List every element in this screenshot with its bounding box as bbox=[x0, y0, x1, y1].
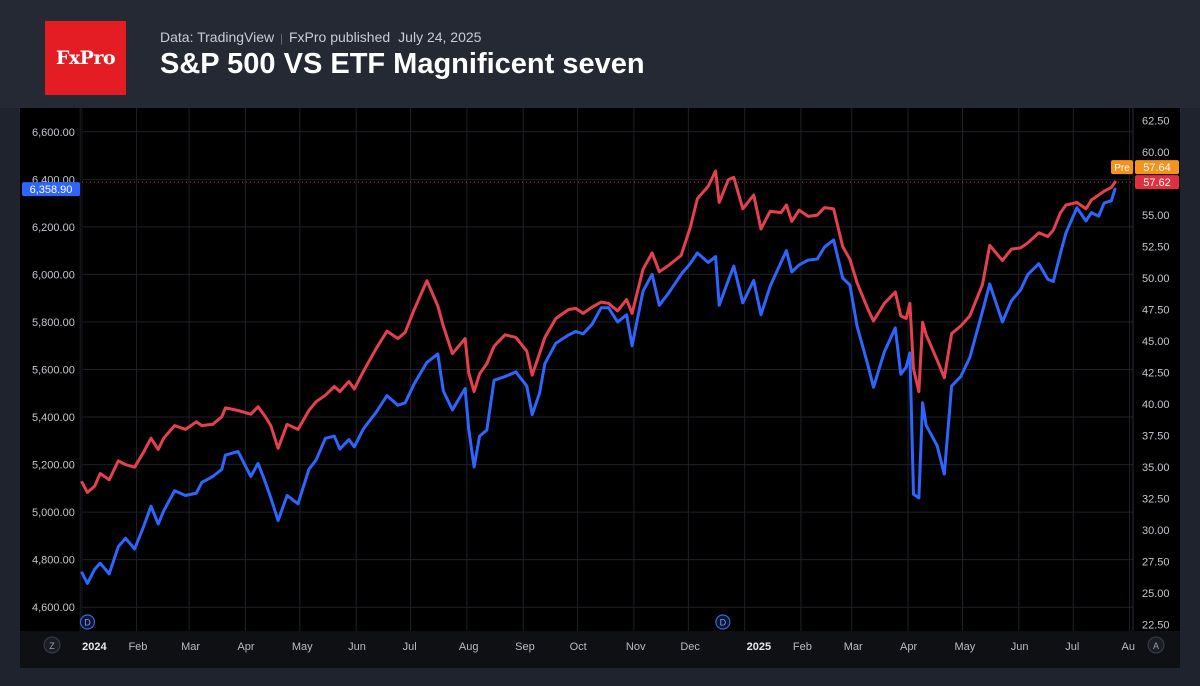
left-tick-label: 5,000.00 bbox=[32, 507, 75, 519]
sp500-last-badge bbox=[22, 182, 80, 197]
fxpro-logo: FxPro bbox=[45, 21, 126, 95]
x-tick-label: Feb bbox=[128, 641, 147, 653]
right-tick-label: 47.50 bbox=[1142, 305, 1170, 317]
left-tick-label: 6,600.00 bbox=[32, 127, 75, 139]
left-tick-label: 4,800.00 bbox=[32, 555, 75, 567]
right-tick-label: 52.50 bbox=[1142, 242, 1170, 254]
data-source: Data: TradingView bbox=[160, 29, 275, 45]
right-tick-label: 42.50 bbox=[1142, 368, 1170, 380]
right-axis: 22.50 25.00 27.50 30.00 32.50 35.00 37.50 40.00… bbox=[1142, 116, 1170, 632]
zoom-button[interactable] bbox=[43, 636, 61, 654]
dividend-marker bbox=[715, 614, 731, 630]
x-tick-label: Jul bbox=[1065, 641, 1079, 653]
publish-date: July 24, 2025 bbox=[398, 29, 482, 45]
left-tick-label: 5,200.00 bbox=[32, 460, 75, 472]
x-tick-label: 2025 bbox=[747, 641, 771, 653]
x-tick-label: Au bbox=[1122, 641, 1135, 653]
right-tick-label: 55.00 bbox=[1142, 210, 1170, 222]
chart-title: S&P 500 VS ETF Magnificent seven bbox=[160, 48, 645, 80]
x-tick-label: 2024 bbox=[82, 641, 107, 653]
auto-scale-button-label: A bbox=[1153, 641, 1159, 651]
x-tick-label: Feb bbox=[793, 641, 812, 653]
price-badges: 6,358.90 Pre 57.64 57.62 bbox=[22, 160, 1179, 197]
right-tick-label: 50.00 bbox=[1142, 273, 1170, 285]
x-tick-label: Sep bbox=[515, 641, 535, 653]
right-tick-label: 25.00 bbox=[1142, 588, 1170, 600]
chart[interactable]: 4,600.00 4,800.00 5,000.00 5,200.00 5,400.00… bbox=[0, 108, 1200, 686]
auto-scale-button[interactable] bbox=[1147, 636, 1165, 654]
pre-market-price-label: 57.64 bbox=[1143, 162, 1171, 174]
right-tick-label: 30.00 bbox=[1142, 525, 1170, 537]
right-tick-label: 22.50 bbox=[1142, 620, 1170, 632]
right-tick-label: 32.50 bbox=[1142, 494, 1170, 506]
left-tick-label: 5,800.00 bbox=[32, 317, 75, 329]
left-tick-label: 5,400.00 bbox=[32, 412, 75, 424]
left-tick-label: 6,000.00 bbox=[32, 269, 75, 281]
pre-market-tag bbox=[1111, 160, 1133, 175]
dividend-marker-label: D bbox=[84, 618, 91, 628]
x-tick-label: Aug bbox=[459, 641, 479, 653]
separator: | bbox=[280, 33, 283, 45]
left-tick-label: 5,600.00 bbox=[32, 365, 75, 377]
right-tick-label: 62.50 bbox=[1142, 116, 1170, 128]
right-tick-label: 40.00 bbox=[1142, 399, 1170, 411]
x-tick-label: Jul bbox=[403, 641, 417, 653]
x-tick-label: Apr bbox=[900, 641, 917, 653]
x-tick-label: May bbox=[292, 641, 313, 653]
pre-market-price-badge bbox=[1135, 160, 1179, 175]
chart-frame bbox=[20, 108, 1180, 668]
left-tick-label: 6,200.00 bbox=[32, 222, 75, 234]
x-tick-label: Apr bbox=[237, 641, 254, 653]
left-tick-label: 4,600.00 bbox=[32, 602, 75, 614]
right-tick-label: 27.50 bbox=[1142, 557, 1170, 569]
header: FxPro Data: TradingView | FxPro published J… bbox=[0, 0, 1200, 108]
x-tick-label: Mar bbox=[844, 641, 863, 653]
right-tick-label: 35.00 bbox=[1142, 462, 1170, 474]
mag7-last-badge bbox=[1135, 175, 1179, 190]
dividend-marker-label: D bbox=[720, 618, 727, 628]
sp500-line bbox=[80, 187, 1117, 585]
x-tick-label: Dec bbox=[680, 641, 700, 653]
publisher: FxPro published bbox=[289, 29, 391, 45]
series-lines bbox=[80, 169, 1133, 585]
x-tick-label: Jun bbox=[1011, 641, 1029, 653]
x-tick-label: Jun bbox=[348, 641, 366, 653]
time-axis-band bbox=[20, 631, 1180, 668]
mag7-last-label: 57.62 bbox=[1143, 177, 1171, 189]
mag7-line bbox=[80, 169, 1117, 494]
time-axis[interactable]: 2024 Feb Mar Apr May Jun Jul Aug Sep Oct Nov Dec 202… bbox=[20, 631, 1180, 668]
grid bbox=[79, 108, 1134, 668]
x-tick-label: Mar bbox=[181, 641, 200, 653]
right-tick-label: 37.50 bbox=[1142, 431, 1170, 443]
right-tick-label: 60.00 bbox=[1142, 147, 1170, 159]
x-tick-label: Oct bbox=[570, 641, 587, 653]
pre-market-tag-label: Pre bbox=[1114, 163, 1130, 174]
zoom-button-label: Z bbox=[49, 641, 55, 651]
right-tick-label: 45.00 bbox=[1142, 336, 1170, 348]
dividend-marker bbox=[79, 614, 96, 630]
subtitle-line: Data: TradingView | FxPro published July 24… bbox=[160, 29, 481, 45]
sp500-last-label: 6,358.90 bbox=[30, 184, 73, 196]
x-tick-label: Nov bbox=[626, 641, 646, 653]
x-tick-label: May bbox=[955, 641, 976, 653]
